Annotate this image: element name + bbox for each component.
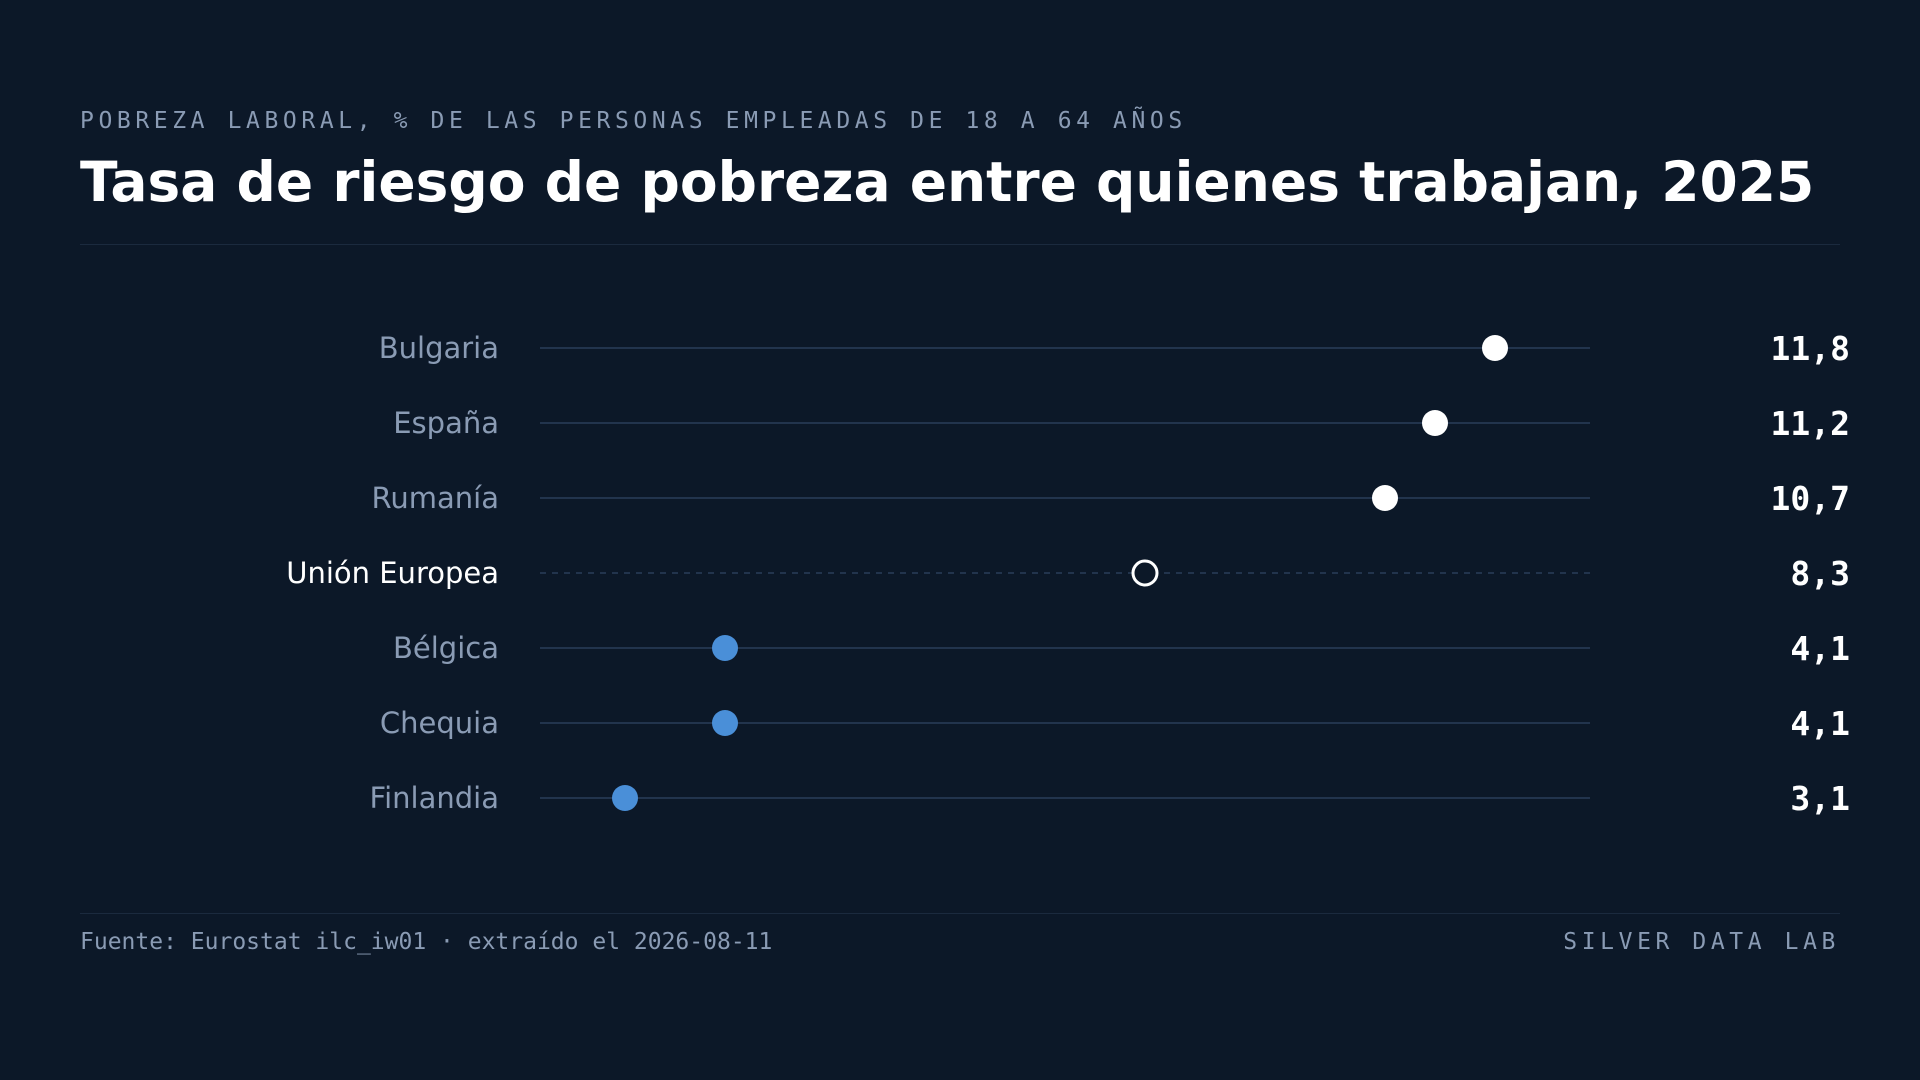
category-label: Unión Europea [286, 556, 499, 590]
value-label: 11,8 [1771, 329, 1850, 368]
data-point-reference [1131, 559, 1159, 587]
footer-divider [80, 913, 1840, 914]
dot-plot-chart: Bulgaria 11,8 España 11,2 Rumanía 10,7 Unión E… [286, 329, 1850, 818]
data-point [1482, 335, 1508, 361]
value-label: 11,2 [1771, 404, 1850, 443]
category-label: Bulgaria [379, 331, 499, 365]
header-divider [80, 244, 1840, 245]
value-label: 10,7 [1771, 479, 1850, 518]
value-label: 4,1 [1790, 629, 1850, 668]
data-point [1372, 485, 1398, 511]
data-point [1422, 410, 1448, 436]
source-note: Fuente: Eurostat ilc_iw01 · extraído el … [80, 929, 773, 955]
value-label: 4,1 [1790, 704, 1850, 743]
value-label: 8,3 [1790, 554, 1850, 593]
chart-title: Tasa de riesgo de pobreza entre quienes … [80, 150, 1815, 214]
chart-kicker: POBREZA LABORAL, % DE LAS PERSONAS EMPLE… [80, 108, 1187, 134]
data-point [612, 785, 638, 811]
category-label: Bélgica [393, 631, 499, 665]
data-point [712, 710, 738, 736]
category-label: Chequia [380, 706, 499, 740]
category-label: España [393, 406, 499, 440]
data-point [712, 635, 738, 661]
value-label: 3,1 [1790, 779, 1850, 818]
category-label: Finlandia [370, 781, 499, 815]
brand-name: SILVER DATA LAB [1563, 929, 1840, 955]
category-label: Rumanía [372, 481, 499, 515]
